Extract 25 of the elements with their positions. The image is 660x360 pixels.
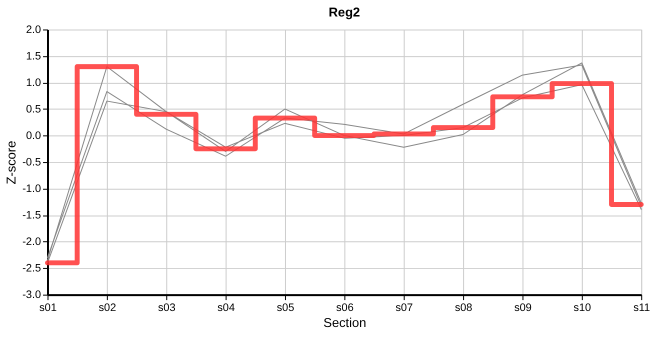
x-axis-title: Section [323,314,366,330]
y-tick-label: -1.0 [22,183,42,196]
y-tick-label: 0.5 [26,103,42,116]
x-tick-label: s05 [276,302,294,314]
x-tick-label: s06 [336,302,354,314]
y-axis-title: Z-score [3,140,18,184]
x-tick-label: s01 [39,302,57,314]
y-tick-label: -3.0 [22,289,42,302]
y-tick-label: 2.0 [26,24,42,36]
x-tick-label: s02 [98,302,116,314]
x-tick-label: s10 [574,302,592,314]
x-tick-label: s09 [514,302,532,314]
y-tick-label: 1.0 [26,76,42,89]
x-tick-label: s07 [395,302,413,314]
y-tick-label: -1.5 [22,210,42,222]
x-tick-label: s08 [454,302,472,314]
y-tick-label: -0.5 [22,156,42,169]
y-tick-label: -2.0 [22,236,42,248]
y-tick-label: 0.0 [26,130,42,142]
y-tick-label: 1.5 [26,50,42,62]
chart-title: Reg2 [328,4,360,20]
x-tick-label: s11 [633,302,650,314]
x-tick-label: s03 [158,302,176,314]
y-tick-label: -2.5 [22,262,42,275]
x-tick-label: s04 [217,302,235,314]
